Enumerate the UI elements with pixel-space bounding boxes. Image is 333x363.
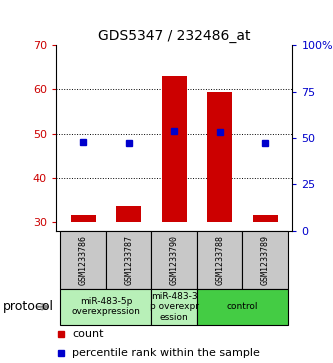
Bar [197,231,242,289]
Title: GDS5347 / 232486_at: GDS5347 / 232486_at [98,29,250,43]
Bar [207,91,232,222]
Text: GSM1233790: GSM1233790 [169,234,179,285]
Text: count: count [73,329,104,339]
Bar [197,289,288,325]
Bar [61,231,106,289]
Bar [61,289,152,325]
Bar [152,231,197,289]
Text: percentile rank within the sample: percentile rank within the sample [73,348,260,359]
Text: GSM1233789: GSM1233789 [261,234,270,285]
Bar [162,76,187,222]
Bar [242,231,288,289]
Bar [152,289,197,325]
Bar [116,206,141,222]
Text: GSM1233788: GSM1233788 [215,234,224,285]
Text: GSM1233787: GSM1233787 [124,234,133,285]
Text: GSM1233786: GSM1233786 [79,234,88,285]
Text: miR-483-5p
overexpression: miR-483-5p overexpression [72,297,141,317]
Text: protocol: protocol [3,300,54,313]
Bar [253,215,278,222]
Bar [106,231,152,289]
Text: control: control [227,302,258,311]
Text: miR-483-3
p overexpr
ession: miR-483-3 p overexpr ession [150,292,199,322]
Bar [71,215,96,222]
